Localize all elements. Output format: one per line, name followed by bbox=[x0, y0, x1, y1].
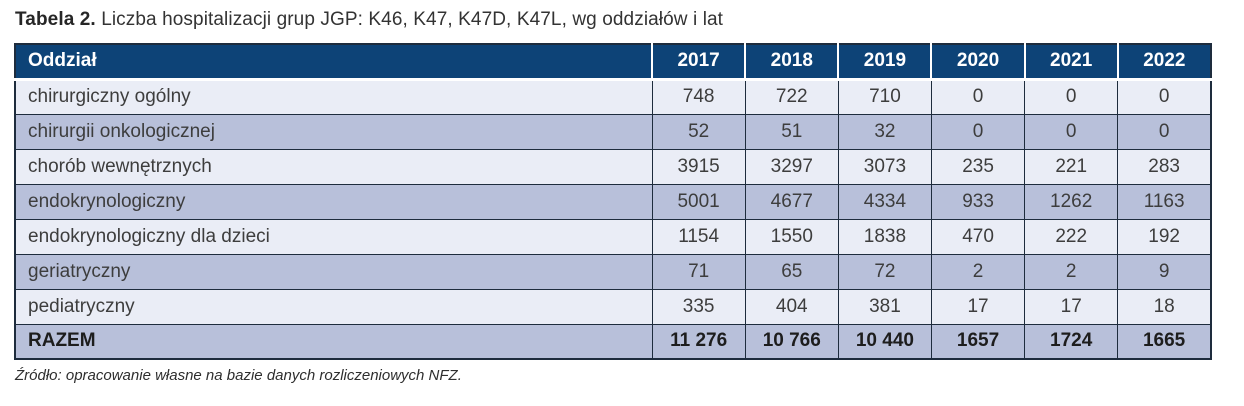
value-cell: 1163 bbox=[1117, 183, 1212, 220]
value-cell: 0 bbox=[1024, 113, 1119, 150]
value-cell: 9 bbox=[1117, 253, 1212, 290]
table-caption: Tabela 2. Liczba hospitalizacji grup JGP… bbox=[15, 9, 1244, 31]
value-cell: 1838 bbox=[837, 218, 932, 255]
value-cell: 404 bbox=[744, 288, 839, 325]
header-year-2021: 2021 bbox=[1024, 44, 1119, 81]
hospitalizations-table: Oddział 2017 2018 2019 2020 2021 2022 ch… bbox=[14, 43, 1212, 360]
value-cell: 221 bbox=[1024, 148, 1119, 185]
value-cell: 0 bbox=[1117, 113, 1212, 150]
value-cell: 2 bbox=[930, 253, 1026, 290]
value-cell: 0 bbox=[1117, 78, 1212, 115]
value-cell: 0 bbox=[1024, 78, 1119, 115]
table-row: endokrynologiczny 5001 4677 4334 933 126… bbox=[14, 183, 1212, 220]
value-cell: 470 bbox=[930, 218, 1026, 255]
header-department: Oddział bbox=[15, 44, 654, 81]
value-cell: 722 bbox=[744, 78, 839, 115]
table-header-row: Oddział 2017 2018 2019 2020 2021 2022 bbox=[15, 44, 1211, 81]
value-cell: 4334 bbox=[837, 183, 932, 220]
value-cell-total: 10 766 bbox=[744, 323, 839, 360]
value-cell: 17 bbox=[930, 288, 1026, 325]
department-cell: geriatryczny bbox=[14, 253, 653, 290]
table-row-total: RAZEM 11 276 10 766 10 440 1657 1724 166… bbox=[14, 323, 1212, 360]
value-cell: 4677 bbox=[744, 183, 839, 220]
header-year-2018: 2018 bbox=[745, 44, 840, 81]
department-cell: endokrynologiczny dla dzieci bbox=[14, 218, 653, 255]
value-cell: 72 bbox=[837, 253, 932, 290]
value-cell: 65 bbox=[744, 253, 839, 290]
value-cell-total: 1657 bbox=[930, 323, 1026, 360]
department-cell: pediatryczny bbox=[14, 288, 653, 325]
value-cell: 51 bbox=[744, 113, 839, 150]
value-cell: 2 bbox=[1024, 253, 1119, 290]
value-cell: 748 bbox=[651, 78, 746, 115]
department-cell-total: RAZEM bbox=[14, 323, 653, 360]
value-cell: 18 bbox=[1117, 288, 1212, 325]
table-row: chirurgii onkologicznej 52 51 32 0 0 0 bbox=[14, 113, 1212, 150]
value-cell: 1262 bbox=[1024, 183, 1119, 220]
value-cell-total: 11 276 bbox=[651, 323, 746, 360]
value-cell: 235 bbox=[930, 148, 1026, 185]
department-cell: chirurgiczny ogólny bbox=[14, 78, 653, 115]
header-year-2020: 2020 bbox=[931, 44, 1026, 81]
value-cell: 1550 bbox=[744, 218, 839, 255]
table-row: pediatryczny 335 404 381 17 17 18 bbox=[14, 288, 1212, 325]
value-cell: 3073 bbox=[837, 148, 932, 185]
value-cell-total: 1724 bbox=[1024, 323, 1119, 360]
department-cell: endokrynologiczny bbox=[14, 183, 653, 220]
header-year-2017: 2017 bbox=[652, 44, 747, 81]
table-row: chirurgiczny ogólny 748 722 710 0 0 0 bbox=[14, 78, 1212, 115]
value-cell: 17 bbox=[1024, 288, 1119, 325]
table-row: endokrynologiczny dla dzieci 1154 1550 1… bbox=[14, 218, 1212, 255]
value-cell: 1154 bbox=[651, 218, 746, 255]
department-cell: chirurgii onkologicznej bbox=[14, 113, 653, 150]
value-cell: 222 bbox=[1024, 218, 1119, 255]
table-row: chorób wewnętrznych 3915 3297 3073 235 2… bbox=[14, 148, 1212, 185]
header-year-2019: 2019 bbox=[838, 44, 933, 81]
value-cell: 3297 bbox=[744, 148, 839, 185]
value-cell: 283 bbox=[1117, 148, 1212, 185]
value-cell: 32 bbox=[837, 113, 932, 150]
page: Tabela 2. Liczba hospitalizacji grup JGP… bbox=[14, 9, 1244, 384]
value-cell: 0 bbox=[930, 113, 1026, 150]
value-cell: 0 bbox=[930, 78, 1026, 115]
value-cell: 3915 bbox=[651, 148, 746, 185]
value-cell: 5001 bbox=[651, 183, 746, 220]
table-caption-number: Tabela 2. bbox=[15, 9, 96, 30]
value-cell: 52 bbox=[651, 113, 746, 150]
value-cell: 335 bbox=[651, 288, 746, 325]
value-cell: 192 bbox=[1117, 218, 1212, 255]
department-cell: chorób wewnętrznych bbox=[14, 148, 653, 185]
value-cell-total: 1665 bbox=[1117, 323, 1212, 360]
value-cell-total: 10 440 bbox=[837, 323, 932, 360]
value-cell: 381 bbox=[837, 288, 932, 325]
value-cell: 710 bbox=[837, 78, 932, 115]
header-year-2022: 2022 bbox=[1117, 44, 1211, 81]
source-note: Źródło: opracowanie własne na bazie dany… bbox=[15, 367, 462, 384]
table-row: geriatryczny 71 65 72 2 2 9 bbox=[14, 253, 1212, 290]
table-caption-text: Liczba hospitalizacji grup JGP: K46, K47… bbox=[95, 9, 724, 30]
value-cell: 933 bbox=[930, 183, 1026, 220]
value-cell: 71 bbox=[651, 253, 746, 290]
